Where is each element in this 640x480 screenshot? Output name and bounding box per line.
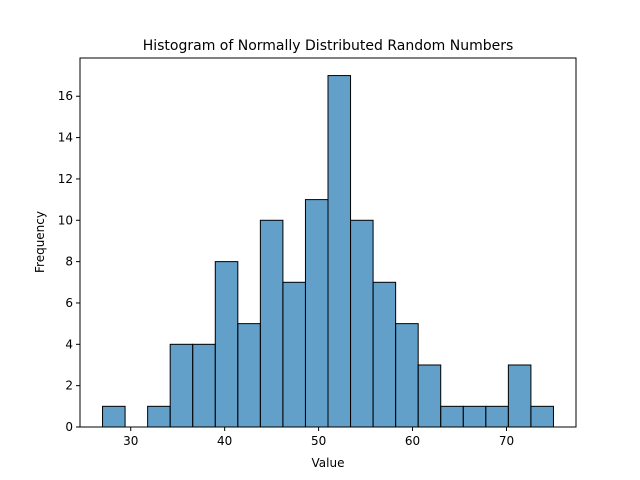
y-tick-label: 14	[58, 131, 73, 145]
x-tick-label: 70	[499, 434, 514, 448]
x-tick-label: 60	[405, 434, 420, 448]
y-tick-label: 10	[58, 213, 73, 227]
histogram-bar	[530, 405, 554, 428]
histogram-bar	[102, 405, 126, 428]
x-tick-label: 50	[311, 434, 326, 448]
x-axis: 30 40 50 60 70	[123, 427, 514, 448]
histogram-bar	[259, 219, 284, 428]
y-tick-label: 12	[58, 172, 73, 186]
histogram-bar	[169, 343, 194, 428]
plot-frame	[79, 57, 577, 428]
histogram-bar	[395, 323, 419, 428]
bars-group	[102, 75, 554, 428]
histogram-bar	[507, 364, 532, 428]
y-tick-label: 0	[65, 420, 73, 434]
y-tick-label: 2	[65, 379, 73, 393]
x-tick-label: 30	[123, 434, 138, 448]
y-axis-label: Frequency	[33, 211, 47, 273]
histogram-bar	[237, 323, 261, 428]
y-tick-label: 16	[58, 89, 73, 103]
histogram-bar	[282, 281, 306, 428]
histogram-bar	[147, 405, 171, 428]
y-tick-label: 8	[65, 255, 73, 269]
histogram-bar	[327, 75, 352, 428]
histogram-bar	[304, 199, 329, 428]
y-tick-label: 6	[65, 296, 73, 310]
histogram-bar	[417, 364, 442, 428]
histogram-bar	[485, 405, 509, 428]
y-tick-label: 4	[65, 337, 73, 351]
chart-title: Histogram of Normally Distributed Random…	[143, 38, 514, 54]
x-tick-label: 40	[217, 434, 232, 448]
histogram-bar	[214, 261, 239, 428]
histogram-bar	[192, 343, 216, 428]
x-axis-label: Value	[312, 456, 345, 470]
histogram-bar	[350, 219, 374, 428]
histogram-bar	[372, 281, 397, 428]
y-axis: 0 2 4 6 8 10 12 14 16	[58, 89, 80, 434]
histogram-bar	[462, 405, 487, 428]
histogram-bar	[440, 405, 464, 428]
